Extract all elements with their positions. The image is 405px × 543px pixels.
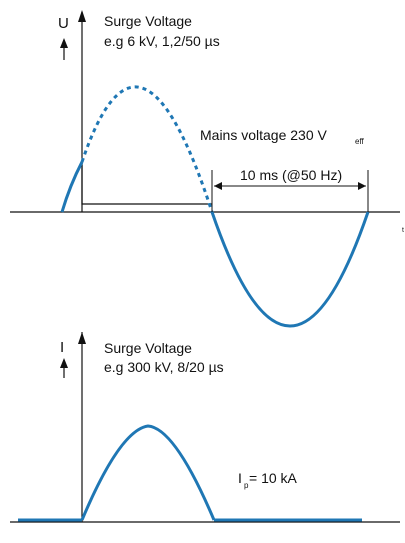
bottom-diagram: I Surge Voltage e.g 300 kV, 8/20 µs I p … — [10, 332, 400, 523]
bottom-i-arrow-head — [60, 358, 68, 368]
top-u-arrow-head — [60, 38, 68, 48]
top-surge-bracket — [81, 162, 212, 205]
top-period-label: 10 ms (@50 Hz) — [240, 167, 342, 183]
top-t-label: t — [402, 227, 404, 234]
bottom-surge-pulse — [80, 424, 216, 521]
top-period-arrow-right — [358, 182, 366, 190]
top-axis-arrowhead — [78, 10, 86, 22]
bottom-surge-title: Surge Voltage — [104, 340, 192, 356]
bottom-peak-label-value: = 10 kA — [249, 470, 298, 486]
bottom-peak-label-sub: p — [244, 481, 249, 490]
top-surge-spec: e.g 6 kV, 1,2/50 µs — [104, 33, 220, 49]
top-diagram: U Surge Voltage e.g 6 kV, 1,2/50 µs Main… — [10, 10, 404, 328]
top-mains-label: Mains voltage 230 V — [200, 127, 328, 143]
bottom-i-label: I — [60, 339, 64, 356]
top-mains-dashed-half — [80, 85, 214, 213]
bottom-surge-spec: e.g 300 kV, 8/20 µs — [104, 359, 224, 375]
top-mains-subscript: eff — [355, 137, 365, 146]
top-mains-solid-half — [210, 211, 370, 328]
top-surge-rise — [60, 161, 84, 213]
top-period-arrow-left — [214, 182, 222, 190]
bottom-peak-label-main: I — [238, 470, 242, 486]
bottom-axis-arrowhead — [78, 332, 86, 344]
top-u-label: U — [58, 15, 69, 32]
top-surge-title: Surge Voltage — [104, 13, 192, 29]
